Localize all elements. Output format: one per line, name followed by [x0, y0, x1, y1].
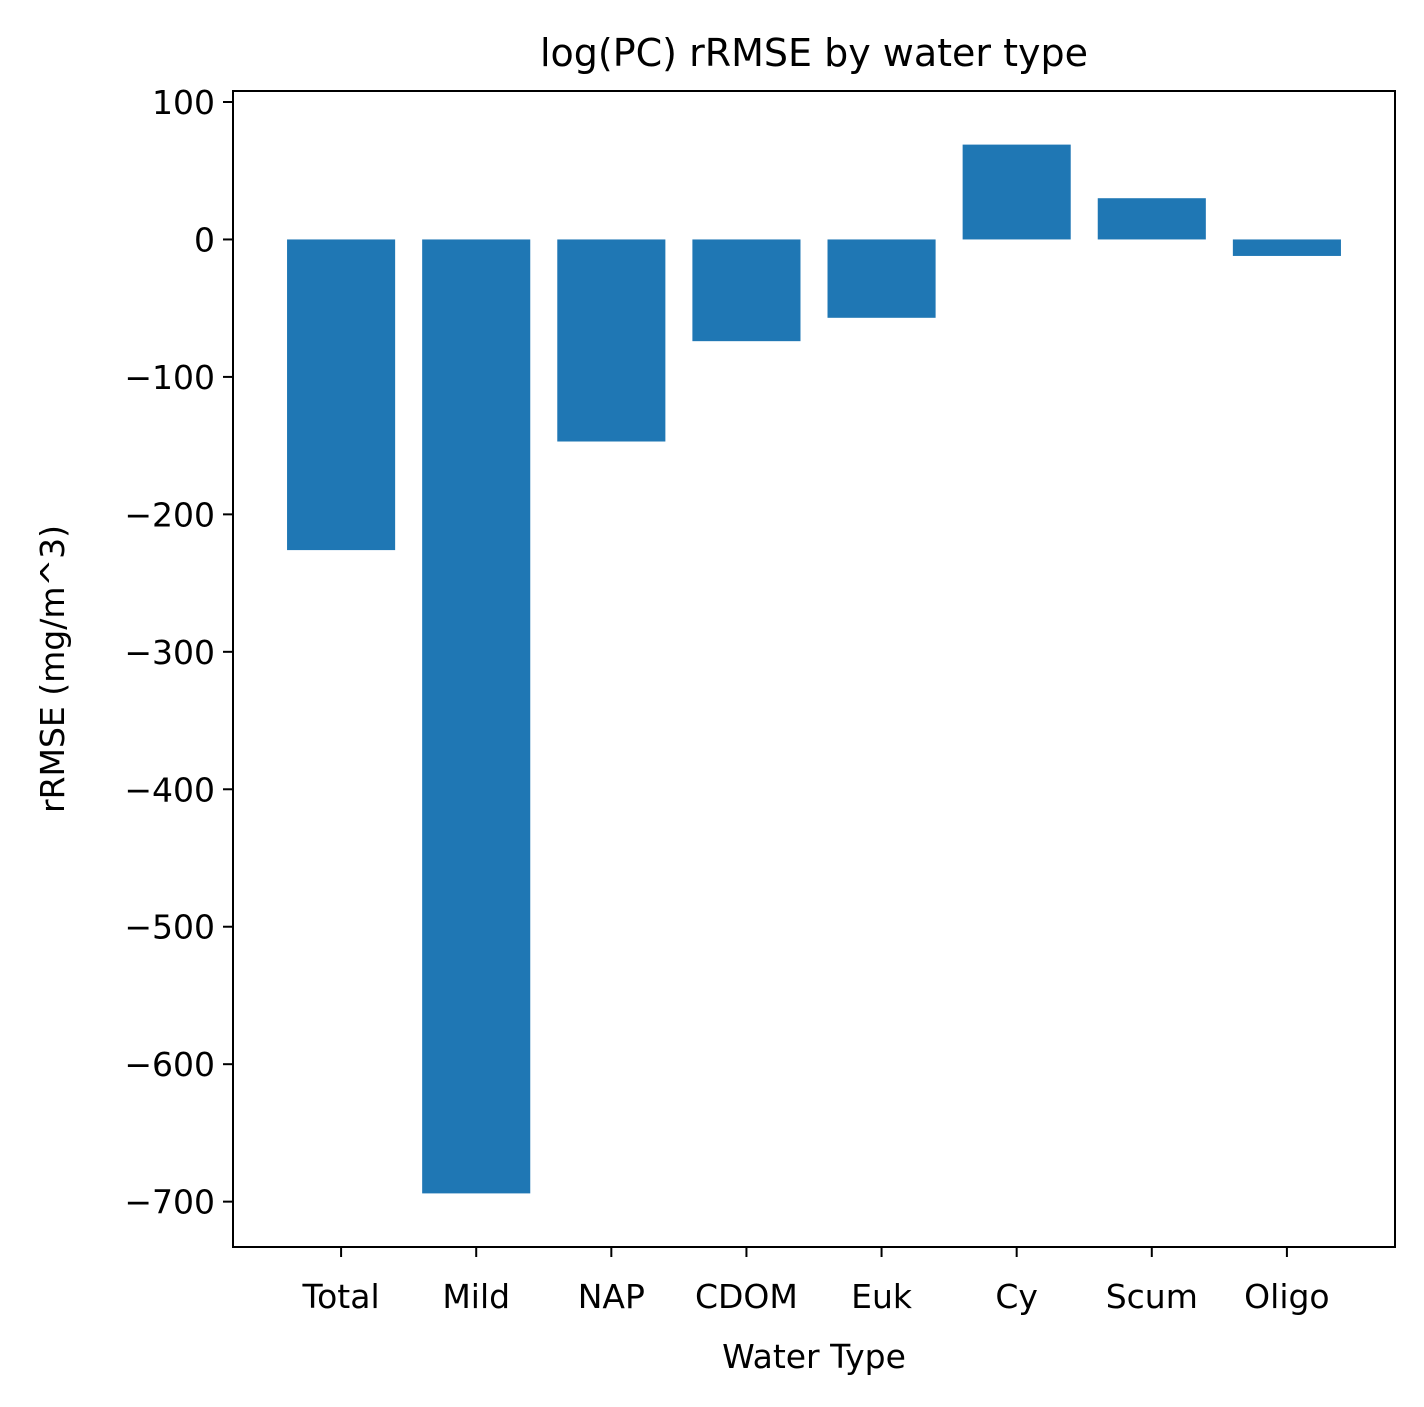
y-tick-label: −600: [124, 1045, 215, 1084]
bar-scum: [1097, 198, 1206, 240]
x-tick-label-nap: NAP: [578, 1277, 645, 1316]
y-tick-label: −400: [124, 770, 215, 809]
bar-cdom: [692, 239, 801, 342]
x-tick-label-scum: Scum: [1106, 1277, 1198, 1316]
plot-frame: [232, 90, 1396, 1248]
bar-mild: [422, 239, 531, 1194]
bar-oligo: [1232, 239, 1341, 256]
bar-cy: [962, 144, 1071, 240]
x-axis-ticks: Total Mild NAP CDOM Euk Cy Scum Oligo: [302, 1247, 1330, 1316]
y-tick-label: 100: [152, 83, 215, 122]
bar-total: [287, 239, 396, 551]
y-tick-label: −300: [124, 633, 215, 672]
y-tick-label: 0: [194, 220, 215, 259]
y-axis-label: rRMSE (mg/m^3): [33, 525, 72, 813]
y-tick-label: −100: [124, 358, 215, 397]
x-tick-label-oligo: Oligo: [1244, 1277, 1329, 1316]
y-axis-ticks: 100 0 −100 −200 −300 −400 −500 −600 −700: [124, 83, 233, 1222]
y-tick-label: −200: [124, 495, 215, 534]
y-tick-label: −700: [124, 1183, 215, 1222]
bar-euk: [827, 239, 936, 318]
x-tick-label-mild: Mild: [442, 1277, 510, 1316]
chart-title: log(PC) rRMSE by water type: [540, 31, 1088, 75]
x-tick-label-euk: Euk: [851, 1277, 913, 1316]
bars-group: [287, 144, 1341, 1194]
x-tick-label-cdom: CDOM: [695, 1277, 798, 1316]
x-tick-label-total: Total: [302, 1277, 380, 1316]
y-tick-label: −500: [124, 908, 215, 947]
bar-nap: [557, 239, 666, 442]
x-tick-label-cy: Cy: [995, 1277, 1038, 1316]
x-axis-label: Water Type: [722, 1337, 906, 1376]
